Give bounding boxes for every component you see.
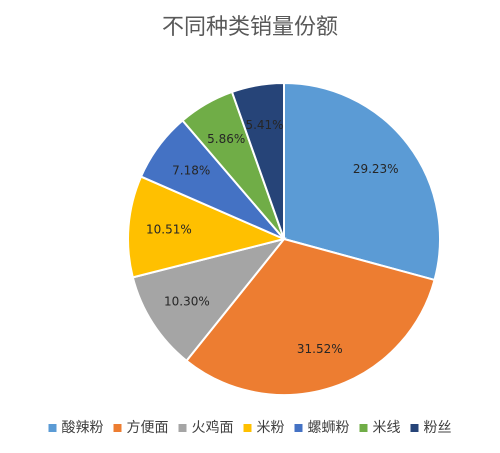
- legend-swatch: [178, 424, 187, 432]
- legend-swatch: [410, 424, 419, 432]
- slice-labels: 29.23% 31.52% 10.30% 10.51% 7.18% 5.86%5.41%: [146, 118, 399, 356]
- pie-slice-7: [230, 81, 285, 240]
- legend-label: 米粉: [257, 420, 285, 436]
- legend-swatch: [294, 424, 303, 432]
- data-label-5: 7.18%: [172, 163, 210, 177]
- legend-label: 火鸡面: [192, 419, 234, 436]
- legend-item-2: 方便面: [113, 420, 169, 436]
- legend-label: 米线: [373, 420, 401, 436]
- legend-swatch: [48, 424, 57, 432]
- pie-slice-2: [185, 237, 436, 396]
- legend-item-4: 米粉: [243, 420, 285, 436]
- legend-swatch: [359, 424, 368, 432]
- data-label-6: 5.86%: [207, 132, 245, 146]
- legend-label: 粉丝: [424, 420, 452, 436]
- legend-label: 方便面: [127, 420, 169, 436]
- legend-swatch: [243, 424, 252, 432]
- legend-item-5: 螺蛳粉: [294, 420, 350, 436]
- pie-slice-1: [283, 81, 441, 282]
- legend-item-1: 酸辣粉: [48, 420, 104, 436]
- data-label-3: 10.30%: [164, 295, 210, 309]
- chart-title: 不同种类销量份额: [162, 15, 338, 40]
- legend-item-7: 粉丝: [410, 420, 452, 436]
- legend-label: 酸辣粉: [62, 420, 104, 436]
- legend-item-3: 火鸡面: [178, 419, 234, 436]
- data-label-4: 10.51%: [146, 223, 192, 237]
- data-label-7: 5.41%: [245, 118, 283, 132]
- legend-swatch: [113, 424, 122, 432]
- data-label-2: 31.52%: [297, 342, 343, 356]
- pie-slices: [127, 81, 441, 396]
- data-label-1: 29.23%: [353, 162, 399, 176]
- legend-label: 螺蛳粉: [308, 420, 350, 436]
- pie-slice-4: [127, 175, 288, 279]
- legend: 酸辣粉 方便面 火鸡面 米粉 螺蛳粉 米线 粉丝: [48, 419, 452, 436]
- legend-item-6: 米线: [359, 420, 401, 436]
- pie-slice-3: [131, 237, 287, 363]
